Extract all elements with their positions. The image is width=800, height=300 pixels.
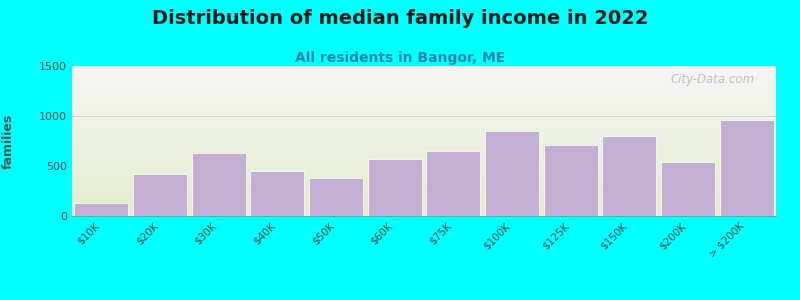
Bar: [426, 151, 480, 216]
Text: City-Data.com: City-Data.com: [670, 74, 755, 86]
Bar: [485, 131, 539, 216]
Bar: [368, 158, 422, 216]
Text: All residents in Bangor, ME: All residents in Bangor, ME: [295, 51, 505, 65]
Bar: [133, 174, 187, 216]
Bar: [661, 162, 715, 216]
Text: Distribution of median family income in 2022: Distribution of median family income in …: [152, 9, 648, 28]
Text: families: families: [2, 113, 14, 169]
Bar: [309, 178, 363, 216]
Bar: [544, 145, 598, 216]
Bar: [192, 153, 246, 216]
Bar: [720, 120, 774, 216]
Bar: [602, 136, 656, 216]
Bar: [74, 203, 128, 216]
Bar: [250, 171, 304, 216]
